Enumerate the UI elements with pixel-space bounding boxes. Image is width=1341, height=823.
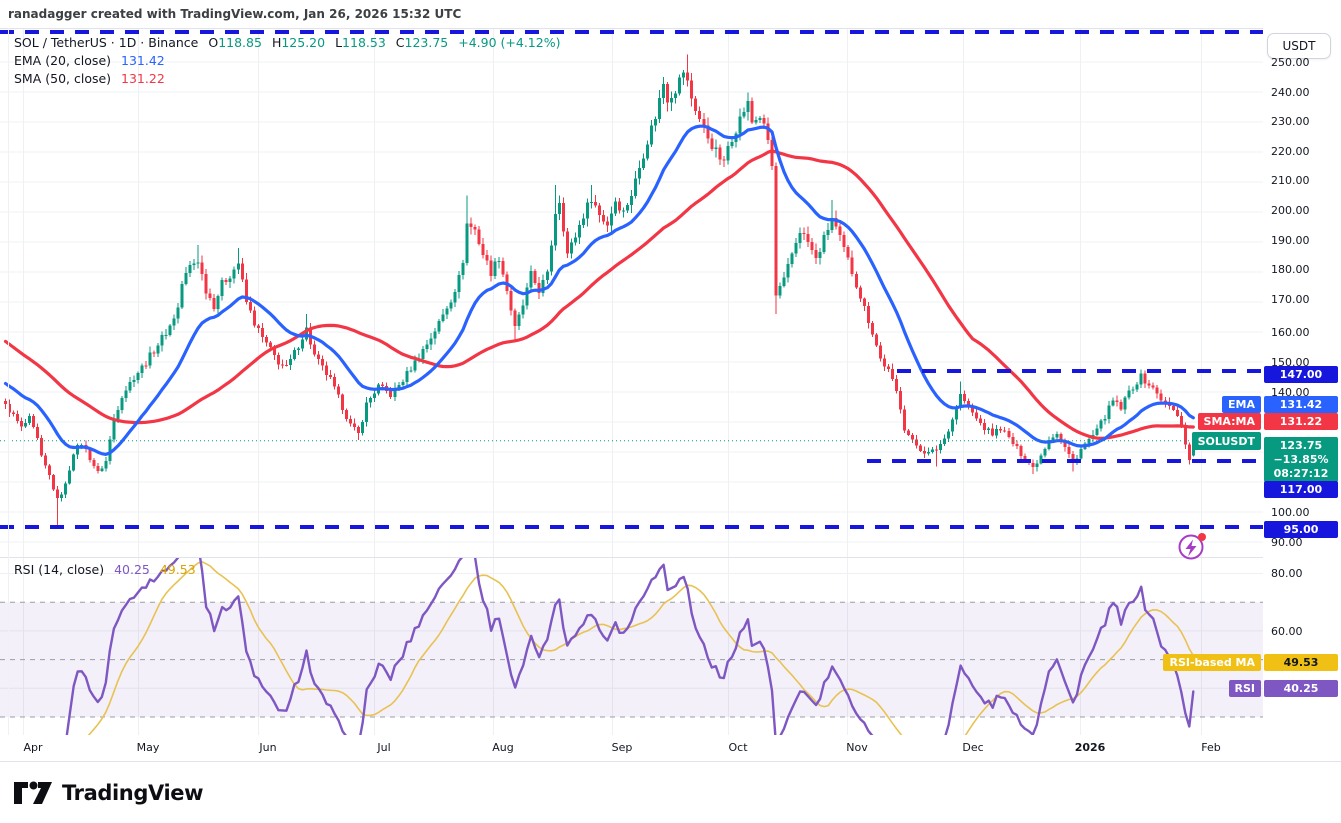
ema-value-badge: 131.42 <box>1264 396 1338 413</box>
price-tick: 100.00 <box>1271 506 1310 519</box>
legend-symbol-row[interactable]: SOL / TetherUS · 1D · Binance O118.85 H1… <box>14 34 560 51</box>
price-tick: 150.00 <box>1271 356 1310 369</box>
rsi-label: RSI (14, close) <box>14 562 105 577</box>
ema-name-badge: EMA <box>1222 396 1261 413</box>
price-tick: 230.00 <box>1271 115 1310 128</box>
time-tick: 2026 <box>1074 741 1106 754</box>
moving-average-lines <box>3 124 1195 456</box>
price-tick: 160.00 <box>1271 326 1310 339</box>
tradingview-logo-icon <box>14 781 52 804</box>
price-tick: 190.00 <box>1271 234 1310 247</box>
ohlc-open-label: O <box>208 35 219 50</box>
price-axis[interactable]: USDT 250.00 240.00 230.00 220.00 210.00 200.0… <box>1263 28 1341 761</box>
time-tick: Sep <box>611 741 633 754</box>
tradingview-logo[interactable]: TradingView <box>12 778 203 808</box>
symbol-title: SOL / TetherUS · 1D · Binance <box>14 35 199 50</box>
support-resistance-lines[interactable] <box>0 30 1263 529</box>
sma-value-badge: 131.22 <box>1264 413 1338 430</box>
time-axis[interactable]: Apr May Jun Jul Aug Sep Oct Nov Dec 2026 Feb <box>0 735 1341 761</box>
time-tick: Jun <box>259 741 277 754</box>
level-147-badge: 147.00 <box>1264 366 1338 383</box>
main-legend[interactable]: SOL / TetherUS · 1D · Binance O118.85 H1… <box>14 34 560 88</box>
ohlc-low-value: 118.53 <box>342 35 386 50</box>
bar-countdown: 08:27:12 <box>1273 466 1329 480</box>
price-tick: 240.00 <box>1271 86 1310 99</box>
time-tick: Nov <box>846 741 868 754</box>
ohlc-close-value: 123.75 <box>404 35 449 50</box>
legend-sma-row[interactable]: SMA (50, close) 131.22 <box>14 70 560 87</box>
ohlc-high-value: 125.20 <box>281 35 326 50</box>
time-tick: Feb <box>1201 741 1221 754</box>
time-tick: Oct <box>728 741 748 754</box>
price-change-percent: −13.85% <box>1273 452 1329 466</box>
ohlc-low-label: L <box>335 35 343 50</box>
candlestick-series <box>4 54 1195 526</box>
ema-label: EMA (20, close) <box>14 53 112 68</box>
rsi-series <box>65 557 1195 735</box>
time-tick: Jul <box>377 741 391 754</box>
price-tick: 200.00 <box>1271 204 1310 217</box>
currency-toggle-button[interactable]: USDT <box>1267 33 1331 59</box>
ohlc-close-label: C <box>395 35 405 50</box>
price-tick: 220.00 <box>1271 145 1310 158</box>
price-tick: 140.00 <box>1271 386 1310 399</box>
sma-label: SMA (50, close) <box>14 71 112 86</box>
pane-separator[interactable] <box>0 557 1341 558</box>
change-value: +4.90 (+4.12%) <box>458 35 561 50</box>
time-tick: Apr <box>23 741 43 754</box>
rsi-ma-value: 49.53 <box>159 562 196 577</box>
grid-lines <box>0 28 1263 735</box>
level-95-badge: 95.00 <box>1264 521 1338 538</box>
time-tick: May <box>136 741 160 754</box>
level-117-badge: 117.00 <box>1264 481 1338 498</box>
last-price: 123.75 <box>1279 438 1323 452</box>
attribution-text: ranadagger created with TradingView.com,… <box>8 7 462 21</box>
sma-name-badge: SMA:MA <box>1197 413 1261 430</box>
symbol-price-badge: 123.75 −13.85% 08:27:12 <box>1264 437 1338 482</box>
ohlc-open-value: 118.85 <box>218 35 262 50</box>
price-tick: 170.00 <box>1271 293 1310 306</box>
price-tick: 250.00 <box>1271 56 1310 69</box>
symbol-name-badge: SOLUSDT <box>1191 432 1261 450</box>
price-tick: 180.00 <box>1271 263 1310 276</box>
rsi-legend-row[interactable]: RSI (14, close) 40.25 49.53 <box>14 562 196 577</box>
rsi-ma-value-badge: 49.53 <box>1264 654 1338 671</box>
price-tick: 80.00 <box>1271 567 1303 580</box>
sma-value: 131.22 <box>121 71 165 86</box>
time-tick: Dec <box>962 741 984 754</box>
chart-left-border <box>8 28 9 735</box>
price-tick: 210.00 <box>1271 174 1310 187</box>
time-tick: Aug <box>492 741 514 754</box>
legend-ema-row[interactable]: EMA (20, close) 131.42 <box>14 52 560 69</box>
time-axis-bottom-border <box>0 761 1341 762</box>
rsi-value: 40.25 <box>114 562 150 577</box>
ema-value: 131.42 <box>121 53 165 68</box>
ohlc-high-label: H <box>271 35 282 50</box>
flash-action-icon[interactable] <box>1174 528 1210 564</box>
rsi-name-badge: RSI <box>1228 680 1261 697</box>
price-tick: 60.00 <box>1271 625 1303 638</box>
chart-top-border <box>0 28 1341 29</box>
tradingview-logo-text: TradingView <box>62 781 204 805</box>
rsi-value-badge: 40.25 <box>1264 680 1338 697</box>
rsi-ma-name-badge: RSI-based MA <box>1163 654 1261 671</box>
price-tick: 90.00 <box>1271 536 1303 549</box>
notification-dot <box>1198 533 1206 541</box>
lightning-icon <box>1185 539 1197 557</box>
